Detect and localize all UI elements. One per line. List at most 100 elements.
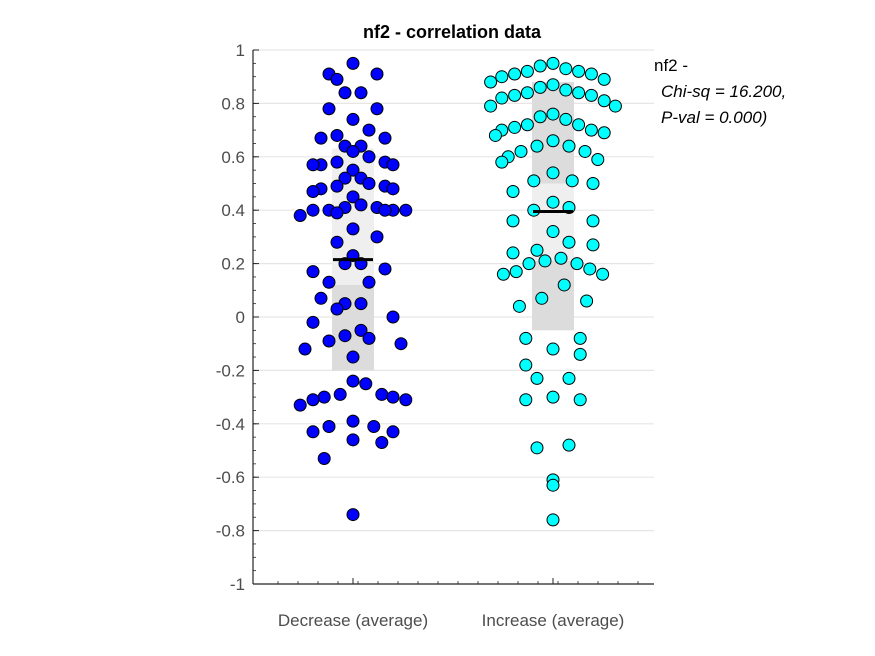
data-point (546, 342, 560, 356)
y-tick-label: -0.4 (216, 415, 245, 434)
data-point (362, 150, 376, 164)
data-point (338, 329, 352, 343)
data-point (362, 123, 376, 137)
data-point (495, 91, 509, 105)
data-point (508, 88, 522, 102)
data-point (306, 315, 320, 329)
data-point (509, 265, 523, 279)
data-point (573, 393, 587, 407)
data-point (362, 275, 376, 289)
data-point (508, 120, 522, 134)
data-point (583, 262, 597, 276)
data-point (584, 88, 598, 102)
data-point (386, 310, 400, 324)
data-point (546, 56, 560, 70)
data-point (317, 452, 331, 466)
data-point (514, 144, 528, 158)
data-point (546, 390, 560, 404)
data-point (322, 334, 336, 348)
data-point (546, 195, 560, 209)
data-point (399, 393, 413, 407)
y-tick-label: 0.8 (221, 94, 245, 113)
data-point (370, 102, 384, 116)
data-point (562, 438, 576, 452)
data-point (554, 251, 568, 265)
data-point (346, 508, 360, 522)
data-point (562, 371, 576, 385)
data-point (488, 128, 502, 142)
axes: 1 0.8 0.6 0.4 0.2 0 -0.2 -0.4 -0.6 -0.8 -1 Decrease… (216, 41, 654, 630)
data-point (306, 425, 320, 439)
data-point (508, 67, 522, 81)
data-point (546, 107, 560, 121)
data-point (586, 177, 600, 190)
data-point (330, 206, 344, 220)
data-point (330, 179, 344, 193)
data-point (306, 203, 320, 217)
data-point (378, 262, 392, 276)
data-point (354, 198, 368, 212)
data-point (596, 267, 610, 281)
x-tick-label: Decrease (average) (278, 611, 428, 630)
data-point (573, 347, 587, 361)
data-point (322, 419, 336, 433)
data-point (572, 64, 586, 78)
annotation-line-2: Chi-sq = 16.200, (661, 82, 786, 101)
data-point (322, 275, 336, 289)
data-point (330, 302, 344, 316)
data-point (559, 83, 573, 97)
data-point (346, 350, 360, 364)
data-point (572, 86, 586, 100)
data-point (346, 374, 360, 388)
data-point (512, 299, 526, 313)
data-point (530, 371, 544, 385)
data-point (338, 171, 352, 185)
data-point (520, 86, 534, 100)
data-point (346, 56, 360, 70)
data-point (386, 182, 400, 196)
data-point (519, 331, 533, 345)
data-point (584, 123, 598, 137)
data-point (565, 174, 579, 188)
data-point (608, 99, 622, 113)
data-point (520, 64, 534, 78)
y-tick-label: 1 (236, 41, 245, 60)
data-point (359, 377, 373, 391)
data-point (584, 67, 598, 81)
annotation-line-3: P-val = 0.000) (661, 108, 767, 127)
data-point (597, 126, 611, 140)
annotation-line-1: nf2 - (654, 56, 688, 75)
data-point (496, 267, 510, 281)
data-point (572, 118, 586, 132)
data-point (306, 265, 320, 279)
data-point (562, 139, 576, 153)
data-point (546, 225, 560, 239)
y-tick-label: -0.6 (216, 468, 245, 487)
data-point (314, 131, 328, 145)
data-point (330, 72, 344, 86)
data-point (346, 190, 360, 204)
data-point (314, 291, 328, 305)
data-point (559, 62, 573, 76)
data-point (378, 203, 392, 217)
data-point (506, 246, 520, 260)
data-point (322, 102, 336, 116)
data-point (506, 214, 520, 228)
data-point (330, 155, 344, 169)
data-point (346, 144, 360, 158)
data-point (519, 358, 533, 372)
data-point (293, 398, 307, 412)
data-point (484, 75, 498, 89)
data-point (495, 70, 509, 84)
data-point (378, 131, 392, 145)
data-point (354, 86, 368, 100)
data-point (346, 112, 360, 126)
data-point (386, 390, 400, 404)
data-point (495, 155, 509, 169)
data-point (538, 254, 552, 268)
data-point (370, 67, 384, 81)
data-point (533, 80, 547, 94)
data-point (519, 393, 533, 407)
data-point (586, 238, 600, 252)
